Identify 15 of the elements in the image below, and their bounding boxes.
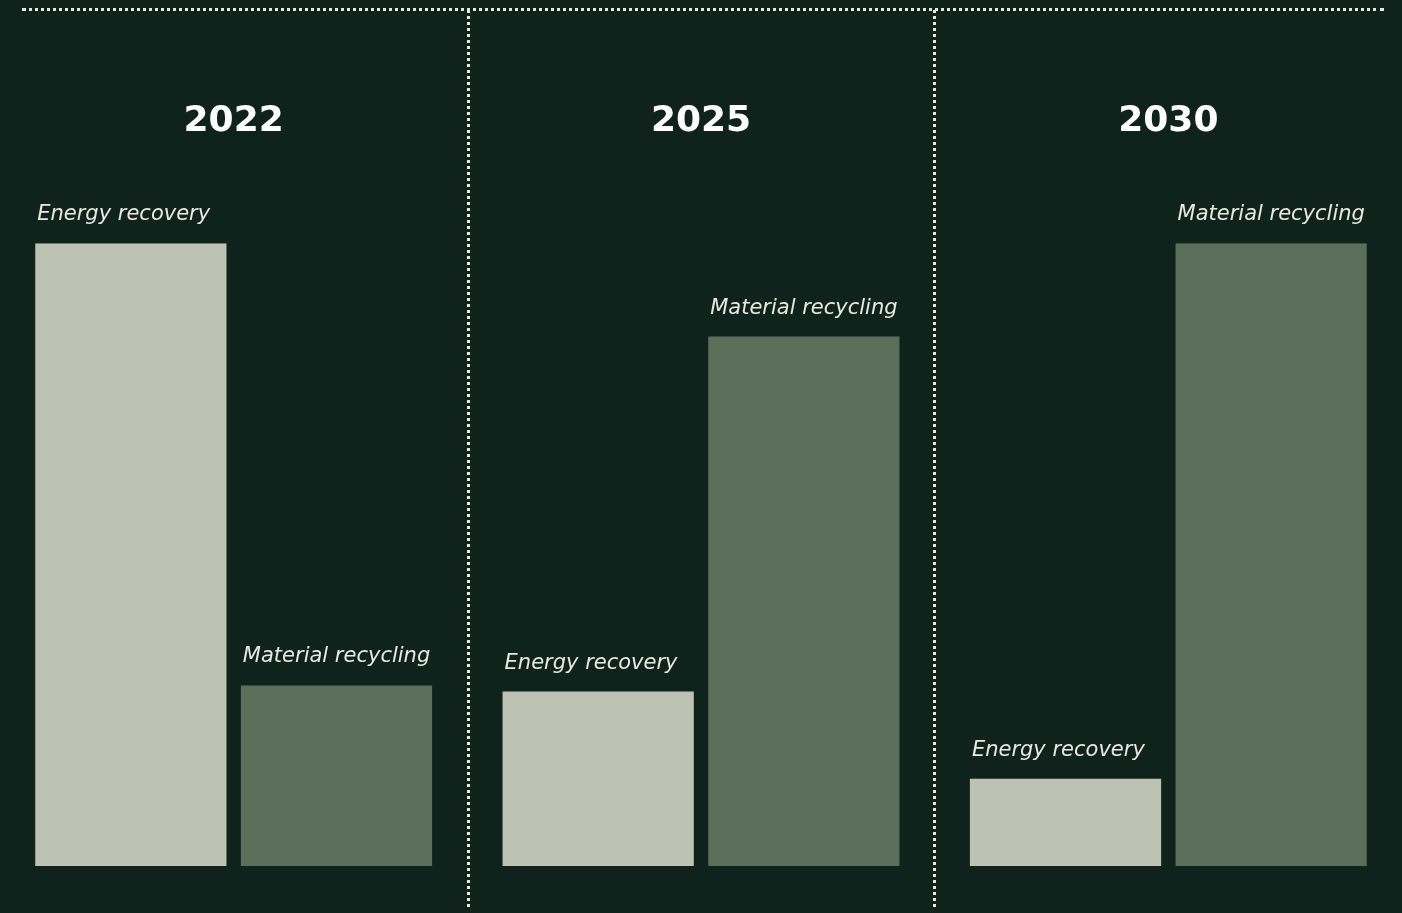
bar bbox=[35, 243, 227, 866]
text: Energy recovery bbox=[37, 201, 211, 226]
bar bbox=[1175, 243, 1367, 866]
series-label: Material recycling bbox=[242, 643, 431, 668]
x-tick-label: 2022 bbox=[183, 97, 284, 139]
x-tick-label: 2025 bbox=[650, 97, 752, 139]
bar bbox=[240, 685, 433, 866]
x-tick-label: 2030 bbox=[1118, 97, 1219, 139]
bar bbox=[969, 778, 1162, 866]
text: Material recycling bbox=[1177, 201, 1365, 226]
text: Material recycling bbox=[710, 294, 898, 319]
bar bbox=[502, 691, 694, 866]
series-label: Energy recovery bbox=[504, 649, 679, 674]
bar bbox=[708, 336, 900, 866]
text: Energy recovery bbox=[971, 736, 1145, 761]
